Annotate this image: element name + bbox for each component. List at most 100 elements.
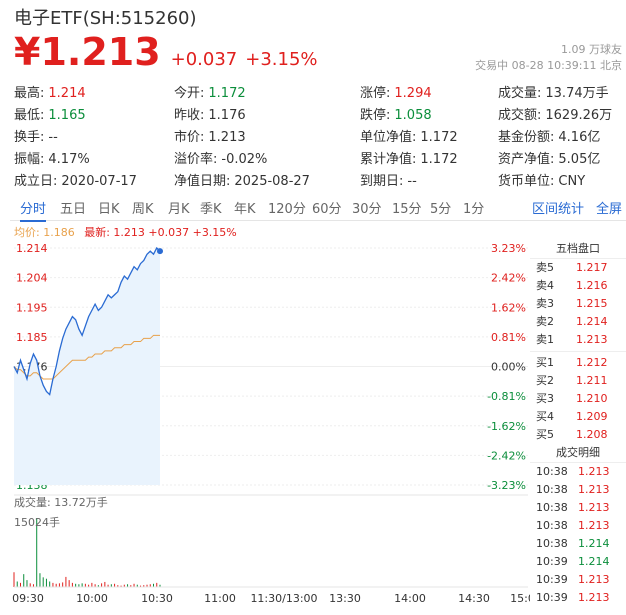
bid-row: 买2 1.211 bbox=[530, 372, 626, 390]
stat-cell: 换手: -- bbox=[14, 126, 58, 145]
tab-period[interactable]: 60分 bbox=[312, 202, 342, 217]
trade-time: 10:39 bbox=[536, 555, 568, 568]
stat-label: 成交量: bbox=[498, 86, 542, 101]
tab-period[interactable]: 30分 bbox=[352, 202, 382, 217]
trade-time: 10:38 bbox=[536, 483, 568, 496]
tab-period[interactable]: 日K bbox=[98, 202, 120, 217]
last-price-label: 最新: 1.213 +0.037 +3.15% bbox=[84, 226, 237, 239]
ask-label: 卖5 bbox=[536, 261, 554, 274]
header-meta: 1.09 万球友 交易中 08-28 10:39:11 北京 bbox=[475, 42, 622, 74]
ask-row: 卖4 1.216 bbox=[530, 277, 626, 295]
order-panel: 五档盘口 卖5 1.217 卖4 1.216 卖3 1.215 卖2 1.214 卖1 1.213 买… bbox=[530, 240, 626, 604]
stat-cell: 净值日期: 2025-08-27 bbox=[174, 170, 310, 189]
stat-value: 1.172 bbox=[420, 152, 458, 167]
stat-label: 涨停: bbox=[360, 86, 391, 101]
y-tick-left: 1.204 bbox=[16, 272, 48, 285]
volume-max-label: 15024手 bbox=[14, 516, 60, 529]
bid-price: 1.208 bbox=[576, 428, 608, 441]
trade-row: 10:38 1.214 bbox=[530, 535, 626, 553]
volume-label: 成交量: 13.72万手 bbox=[14, 496, 108, 509]
x-tick: 13:30 bbox=[329, 592, 361, 605]
x-tick: 10:30 bbox=[141, 592, 173, 605]
x-tick: 09:30 bbox=[12, 592, 44, 605]
stat-value: 1.294 bbox=[394, 86, 432, 101]
tab-period[interactable]: 年K bbox=[234, 202, 256, 217]
tab-period[interactable]: 周K bbox=[132, 202, 154, 217]
stat-label: 换手: bbox=[14, 130, 45, 145]
stat-row: 最低: 1.165 昨收: 1.176 跌停: 1.058 成交额: 1629.26万 bbox=[14, 104, 626, 126]
stat-cell: 昨收: 1.176 bbox=[174, 104, 246, 123]
x-tick: 14:30 bbox=[458, 592, 490, 605]
trade-time: 10:39 bbox=[536, 591, 568, 604]
intraday-chart[interactable]: 1.2141.2041.1951.1851.1761.1661.1571.147… bbox=[0, 238, 530, 613]
ask-price: 1.216 bbox=[576, 279, 608, 292]
avg-price-label: 均价: 1.186 bbox=[14, 226, 75, 239]
tab-period[interactable]: 分时 bbox=[20, 198, 47, 222]
stat-cell: 货币单位: CNY bbox=[498, 170, 585, 189]
stat-value: 1.165 bbox=[48, 108, 86, 123]
x-tick: 14:00 bbox=[394, 592, 426, 605]
ask-price: 1.214 bbox=[576, 315, 608, 328]
range-stats-link[interactable]: 区间统计 bbox=[532, 202, 585, 217]
bid-price: 1.211 bbox=[576, 374, 608, 387]
tab-period[interactable]: 120分 bbox=[268, 202, 306, 217]
bid-label: 买2 bbox=[536, 374, 554, 387]
stat-value: 2025-08-27 bbox=[234, 174, 310, 189]
stat-cell: 成立日: 2020-07-17 bbox=[14, 170, 137, 189]
tab-period[interactable]: 月K bbox=[168, 202, 190, 217]
bid-label: 买4 bbox=[536, 410, 554, 423]
fullscreen-link[interactable]: 全屏 bbox=[596, 202, 623, 217]
orderbook-title: 五档盘口 bbox=[530, 240, 626, 259]
tab-period[interactable]: 15分 bbox=[392, 202, 422, 217]
bid-row: 买4 1.209 bbox=[530, 408, 626, 426]
bid-price: 1.212 bbox=[576, 356, 608, 369]
avg-price-line bbox=[13, 334, 160, 380]
tab-period[interactable]: 1分 bbox=[463, 202, 485, 217]
stat-label: 昨收: bbox=[174, 108, 205, 123]
stat-cell: 成交量: 13.74万手 bbox=[498, 82, 609, 101]
trade-price: 1.213 bbox=[578, 573, 610, 586]
stat-value: 4.16亿 bbox=[558, 130, 601, 145]
ask-label: 卖4 bbox=[536, 279, 554, 292]
y-tick-right: -2.42% bbox=[487, 449, 526, 462]
trade-price: 1.213 bbox=[578, 519, 610, 532]
trade-row: 10:38 1.213 bbox=[530, 481, 626, 499]
trade-row: 10:38 1.213 bbox=[530, 463, 626, 481]
stat-value: 13.74万手 bbox=[545, 86, 609, 101]
price-change: +0.037 bbox=[170, 49, 238, 70]
ask-row: 卖2 1.214 bbox=[530, 313, 626, 331]
stat-label: 到期日: bbox=[360, 174, 404, 189]
trade-price: 1.214 bbox=[578, 537, 610, 550]
stat-label: 跌停: bbox=[360, 108, 391, 123]
x-tick: 10:00 bbox=[76, 592, 108, 605]
x-tick: 11:30/13:00 bbox=[250, 592, 317, 605]
stat-label: 最低: bbox=[14, 108, 45, 123]
bid-row: 买5 1.208 bbox=[530, 426, 626, 444]
ask-label: 卖3 bbox=[536, 297, 554, 310]
trade-row: 10:38 1.213 bbox=[530, 499, 626, 517]
stat-row: 换手: -- 市价: 1.213 单位净值: 1.172 基金份额: 4.16亿 bbox=[14, 126, 626, 148]
stat-label: 振幅: bbox=[14, 152, 45, 167]
stat-value: 4.17% bbox=[48, 152, 90, 167]
stat-value: 1629.26万 bbox=[545, 108, 613, 123]
tab-period[interactable]: 5分 bbox=[430, 202, 452, 217]
ask-row: 卖1 1.213 bbox=[530, 331, 626, 349]
price-line bbox=[13, 246, 161, 396]
trade-price: 1.213 bbox=[578, 591, 610, 604]
ask-price: 1.215 bbox=[576, 297, 608, 310]
stat-row: 振幅: 4.17% 溢价率: -0.02% 累计净值: 1.172 资产净值: 5.05亿 bbox=[14, 148, 626, 170]
bid-label: 买3 bbox=[536, 392, 554, 405]
stat-cell: 振幅: 4.17% bbox=[14, 148, 90, 167]
y-tick-right: 3.23% bbox=[491, 242, 526, 255]
tab-period[interactable]: 五日 bbox=[60, 202, 87, 217]
trade-time: 10:38 bbox=[536, 519, 568, 532]
orderbook-divider bbox=[530, 351, 626, 352]
stat-cell: 基金份额: 4.16亿 bbox=[498, 126, 600, 145]
stat-value: 5.05亿 bbox=[558, 152, 601, 167]
stat-label: 成立日: bbox=[14, 174, 58, 189]
tab-period[interactable]: 季K bbox=[200, 202, 222, 217]
ask-row: 卖5 1.217 bbox=[530, 259, 626, 277]
bid-price: 1.210 bbox=[576, 392, 608, 405]
stat-label: 市价: bbox=[174, 130, 205, 145]
period-tabs: 分时 五日 日K 周K 月K 季K 年K 120分 60分 30分 15分 5分 1分 区间统计 全屏 bbox=[10, 196, 626, 222]
